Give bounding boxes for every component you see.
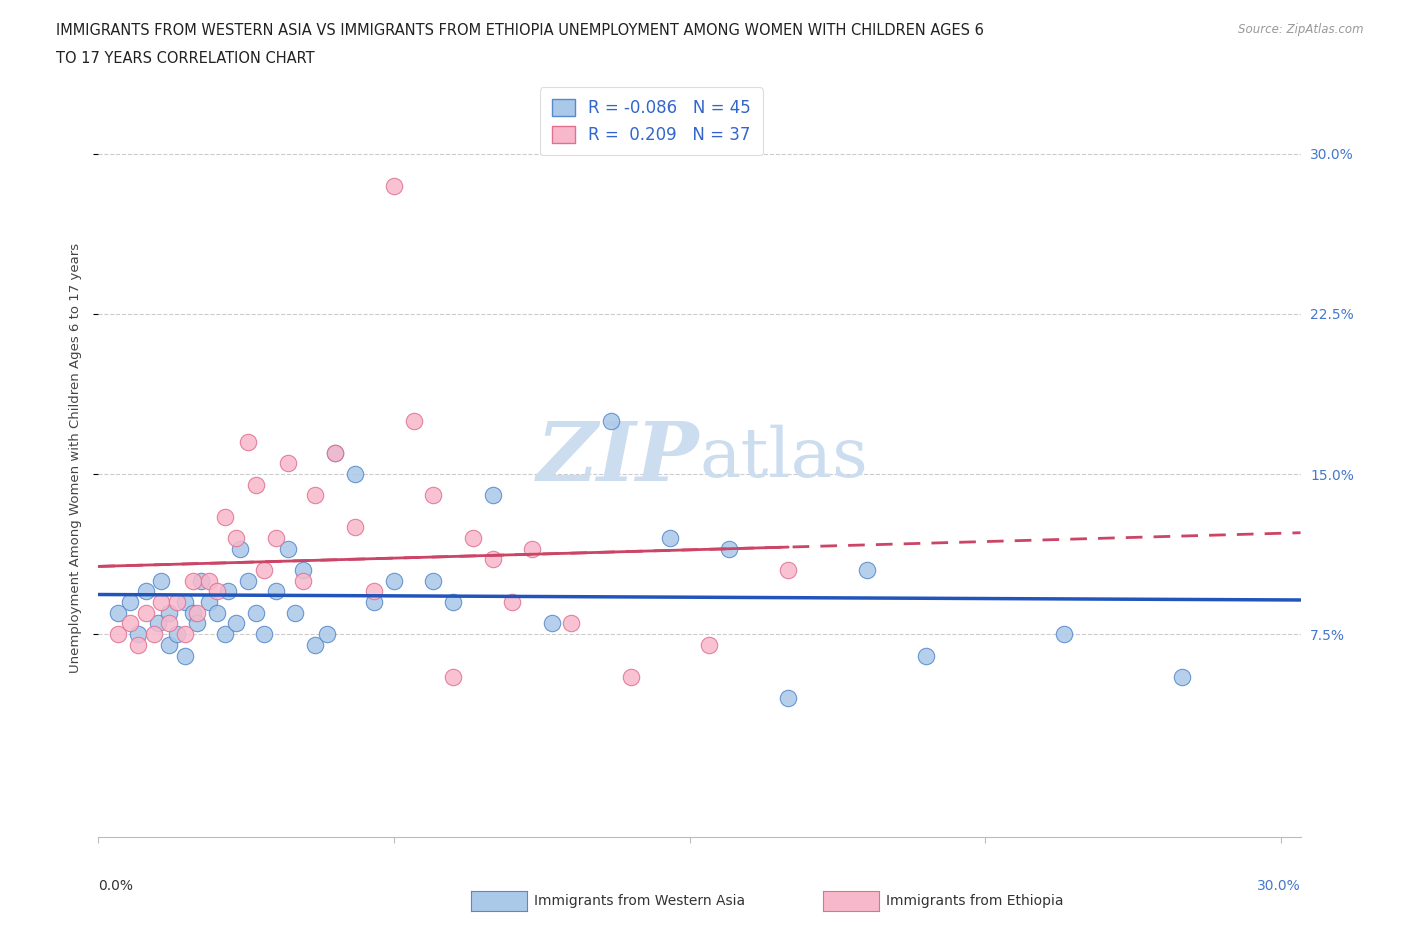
- Point: [225, 616, 247, 631]
- Point: [323, 445, 346, 460]
- Point: [214, 627, 236, 642]
- Point: [292, 574, 315, 589]
- Point: [142, 627, 165, 642]
- Point: [277, 541, 299, 556]
- Y-axis label: Unemployment Among Women with Children Ages 6 to 17 years: Unemployment Among Women with Children A…: [69, 243, 83, 673]
- Point: [304, 488, 326, 503]
- Point: [238, 574, 260, 589]
- Point: [856, 563, 879, 578]
- Point: [323, 445, 346, 460]
- Text: atlas: atlas: [700, 425, 869, 491]
- Point: [382, 574, 405, 589]
- Text: IMMIGRANTS FROM WESTERN ASIA VS IMMIGRANTS FROM ETHIOPIA UNEMPLOYMENT AMONG WOME: IMMIGRANTS FROM WESTERN ASIA VS IMMIGRAN…: [56, 23, 984, 38]
- Point: [135, 605, 157, 620]
- Point: [107, 627, 129, 642]
- Point: [229, 541, 252, 556]
- Point: [461, 531, 484, 546]
- Point: [214, 510, 236, 525]
- Point: [363, 584, 385, 599]
- Text: 30.0%: 30.0%: [1257, 879, 1301, 893]
- Point: [540, 616, 562, 631]
- Text: Immigrants from Western Asia: Immigrants from Western Asia: [534, 894, 745, 909]
- Point: [118, 616, 141, 631]
- Point: [422, 488, 444, 503]
- Point: [304, 637, 326, 652]
- Point: [382, 179, 405, 193]
- Point: [190, 574, 212, 589]
- Point: [245, 605, 267, 620]
- Point: [264, 531, 287, 546]
- Point: [284, 605, 307, 620]
- Point: [316, 627, 339, 642]
- Point: [778, 563, 800, 578]
- Point: [127, 637, 149, 652]
- Text: TO 17 YEARS CORRELATION CHART: TO 17 YEARS CORRELATION CHART: [56, 51, 315, 66]
- Point: [599, 413, 621, 428]
- Point: [135, 584, 157, 599]
- Point: [186, 605, 208, 620]
- Point: [1053, 627, 1076, 642]
- Point: [146, 616, 169, 631]
- Point: [778, 691, 800, 706]
- Point: [197, 594, 219, 609]
- Point: [253, 563, 276, 578]
- Point: [245, 477, 267, 492]
- Point: [205, 584, 228, 599]
- Point: [166, 627, 188, 642]
- Point: [218, 584, 240, 599]
- Point: [107, 605, 129, 620]
- Point: [560, 616, 582, 631]
- Point: [402, 413, 425, 428]
- Point: [127, 627, 149, 642]
- Point: [292, 563, 315, 578]
- Text: Source: ZipAtlas.com: Source: ZipAtlas.com: [1239, 23, 1364, 36]
- Point: [253, 627, 276, 642]
- Point: [277, 456, 299, 471]
- Point: [150, 574, 173, 589]
- Point: [363, 594, 385, 609]
- Point: [205, 605, 228, 620]
- Point: [181, 574, 204, 589]
- Point: [915, 648, 938, 663]
- Point: [186, 616, 208, 631]
- Point: [166, 594, 188, 609]
- Point: [197, 574, 219, 589]
- Point: [157, 605, 180, 620]
- Point: [343, 467, 366, 482]
- Text: Immigrants from Ethiopia: Immigrants from Ethiopia: [886, 894, 1063, 909]
- Text: ZIP: ZIP: [537, 418, 700, 498]
- Point: [699, 637, 721, 652]
- Point: [238, 434, 260, 449]
- Point: [520, 541, 543, 556]
- Text: 0.0%: 0.0%: [98, 879, 134, 893]
- Point: [718, 541, 741, 556]
- Point: [225, 531, 247, 546]
- Point: [441, 594, 464, 609]
- Point: [264, 584, 287, 599]
- Point: [150, 594, 173, 609]
- Point: [422, 574, 444, 589]
- Point: [619, 670, 641, 684]
- Point: [174, 648, 197, 663]
- Point: [157, 616, 180, 631]
- Point: [658, 531, 681, 546]
- Point: [1171, 670, 1194, 684]
- Point: [501, 594, 523, 609]
- Point: [174, 594, 197, 609]
- Point: [157, 637, 180, 652]
- Point: [174, 627, 197, 642]
- Point: [181, 605, 204, 620]
- Point: [118, 594, 141, 609]
- Point: [481, 488, 503, 503]
- Point: [343, 520, 366, 535]
- Point: [441, 670, 464, 684]
- Legend: R = -0.086   N = 45, R =  0.209   N = 37: R = -0.086 N = 45, R = 0.209 N = 37: [540, 87, 763, 155]
- Point: [481, 552, 503, 567]
